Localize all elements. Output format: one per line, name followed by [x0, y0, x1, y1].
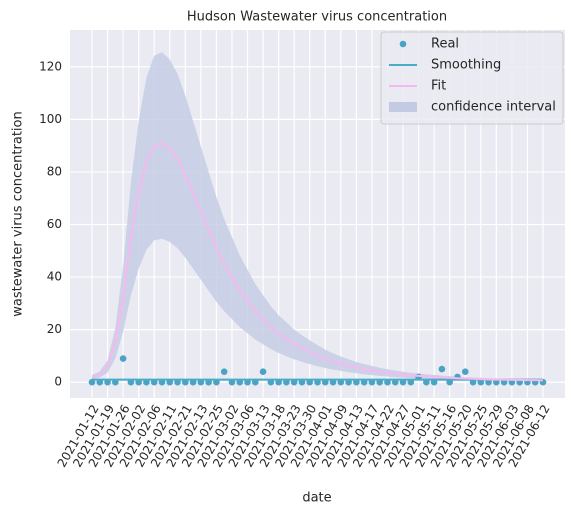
legend-label: Real — [431, 37, 459, 52]
y-tick-label: 100 — [39, 112, 62, 126]
legend-label: confidence interval — [431, 100, 556, 115]
point — [119, 355, 127, 362]
y-tick-label: 120 — [39, 59, 62, 73]
y-tick-label: 80 — [47, 164, 62, 178]
point — [461, 368, 469, 376]
marks — [88, 52, 547, 386]
legend-label: Fit — [431, 79, 446, 94]
y-tick-label: 60 — [47, 217, 62, 231]
legend-swatch — [389, 102, 417, 112]
series-line — [91, 141, 544, 382]
y-axis-label: wastewater virus concentration — [11, 111, 26, 316]
point — [259, 368, 267, 376]
chart-title: Hudson Wastewater virus concentration — [187, 10, 447, 25]
legend: Real Smoothing Fit confidence interval — [380, 31, 564, 125]
legend-box — [380, 31, 564, 125]
legend-swatch — [399, 40, 407, 48]
confidence-band — [92, 52, 543, 382]
legend-label: Smoothing — [431, 58, 501, 73]
point — [220, 368, 228, 376]
point — [438, 365, 446, 373]
x-axis-label: date — [302, 491, 331, 506]
y-tick-label: 0 — [54, 375, 62, 389]
y-tick-label: 40 — [47, 270, 62, 284]
y-tick-label: 20 — [47, 322, 62, 336]
